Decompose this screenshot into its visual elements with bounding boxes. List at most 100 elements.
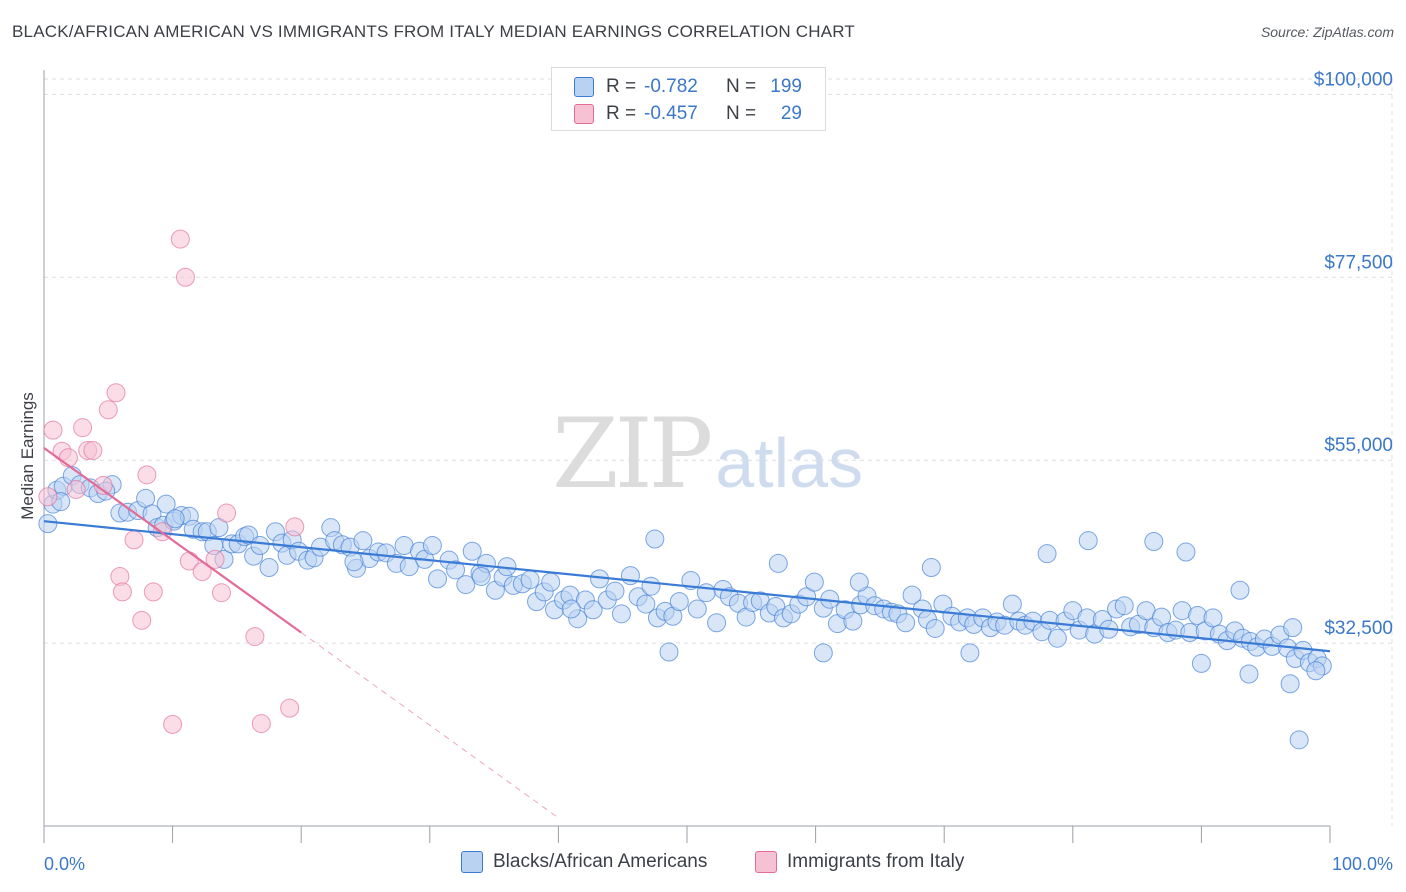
blue-point — [813, 643, 833, 663]
correlation-legend: R = -0.782 N = 199 R = -0.457 N = 29 — [551, 67, 826, 131]
r-label: R = — [606, 103, 637, 124]
watermark-atlas: atlas — [715, 424, 864, 502]
blue-point — [422, 536, 442, 556]
pink-point — [170, 229, 190, 249]
blue-point — [541, 572, 561, 592]
blue-point — [1114, 596, 1134, 616]
blue-point — [583, 600, 603, 620]
blue-point — [1037, 544, 1057, 564]
blue-trend-line — [43, 520, 1331, 653]
blue-point — [645, 529, 665, 549]
blue-point — [1280, 674, 1300, 694]
legend-label: Blacks/African Americans — [493, 851, 708, 872]
pink-point — [175, 267, 195, 287]
watermark: ZIPatlas — [552, 398, 863, 510]
pink-point — [93, 475, 113, 495]
blue-point — [1306, 661, 1326, 681]
blue-point — [250, 536, 270, 556]
n-label: N = — [726, 76, 757, 97]
blue-point — [681, 571, 701, 591]
blue-point — [428, 569, 448, 589]
pink-point — [106, 383, 126, 403]
blue-point — [659, 642, 679, 662]
y-tick-label: $77,500 — [1324, 252, 1393, 273]
pink-point — [73, 418, 93, 438]
pink-point — [38, 487, 58, 507]
blue-point — [1289, 730, 1309, 750]
pink-point — [245, 627, 265, 647]
blue-point — [611, 604, 631, 624]
blue-point — [1191, 653, 1211, 673]
grid-lines — [44, 78, 1393, 826]
pink-trend-extension — [300, 632, 559, 819]
blue-point — [1283, 618, 1303, 638]
blue-point — [1002, 594, 1022, 614]
pink-point — [251, 714, 271, 734]
blue-swatch — [574, 77, 594, 97]
blue-point — [165, 509, 185, 529]
blue-swatch — [461, 851, 483, 873]
blue-point — [156, 494, 176, 514]
blue-point — [456, 575, 476, 595]
pink-trend-line — [43, 447, 302, 634]
blue-point — [605, 581, 625, 601]
pink-point — [83, 440, 103, 460]
y-tick-label: $100,000 — [1314, 69, 1393, 90]
y-tick-label: $32,500 — [1324, 618, 1393, 639]
legend-item-italy: Immigrants from Italy — [755, 851, 964, 873]
r-value: -0.782 — [644, 76, 698, 97]
pink-point — [112, 582, 132, 602]
legend-row-blacks: R = -0.782 N = 199 — [574, 74, 802, 100]
pink-point — [217, 503, 237, 523]
blue-point — [804, 572, 824, 592]
n-value: 199 — [770, 76, 802, 97]
y-axis-title: Median Earnings — [18, 392, 37, 520]
x-tick-label: 0.0% — [44, 854, 85, 874]
blue-point — [1230, 580, 1250, 600]
blue-point — [669, 592, 689, 612]
blue-point — [1203, 608, 1223, 628]
blue-point — [921, 557, 941, 577]
chart-title: BLACK/AFRICAN AMERICAN VS IMMIGRANTS FRO… — [12, 22, 856, 41]
trend-lines — [43, 447, 1331, 819]
blue-point — [696, 583, 716, 603]
data-points — [38, 229, 1332, 750]
n-value: 29 — [780, 103, 802, 124]
blue-point — [1078, 531, 1098, 551]
pink-point — [98, 400, 118, 420]
blue-point — [849, 572, 869, 592]
pink-point — [124, 530, 144, 550]
blue-point — [896, 613, 916, 633]
axis-labels: $32,500 $55,000 $77,500 $100,000 0.0% 100.0% M… — [18, 69, 1393, 874]
blue-point — [561, 599, 581, 619]
pink-point — [211, 583, 231, 603]
r-label: R = — [606, 76, 637, 97]
blue-point — [636, 594, 656, 614]
pink-point — [205, 549, 225, 569]
blue-point — [641, 576, 661, 596]
pink-point — [143, 582, 163, 602]
legend-label: Immigrants from Italy — [787, 851, 965, 872]
blue-point — [446, 560, 466, 580]
blue-point — [344, 552, 364, 572]
watermark-zip: ZIP — [552, 398, 713, 510]
pink-swatch — [574, 104, 594, 124]
blue-point — [1239, 664, 1259, 684]
pink-point — [285, 517, 305, 537]
blue-point — [462, 541, 482, 561]
blue-point — [1144, 531, 1164, 551]
blue-point — [768, 553, 788, 573]
blue-point — [925, 618, 945, 638]
blue-point — [209, 518, 229, 538]
legend-row-italy: R = -0.457 N = 29 — [574, 101, 802, 127]
blue-point — [902, 585, 922, 605]
blue-point — [38, 514, 58, 534]
pink-point — [132, 610, 152, 630]
n-label: N = — [726, 103, 757, 124]
pink-point — [58, 448, 78, 468]
blue-point — [259, 557, 279, 577]
blue-point — [1176, 542, 1196, 562]
pink-swatch — [755, 851, 777, 873]
blue-point — [520, 570, 540, 590]
